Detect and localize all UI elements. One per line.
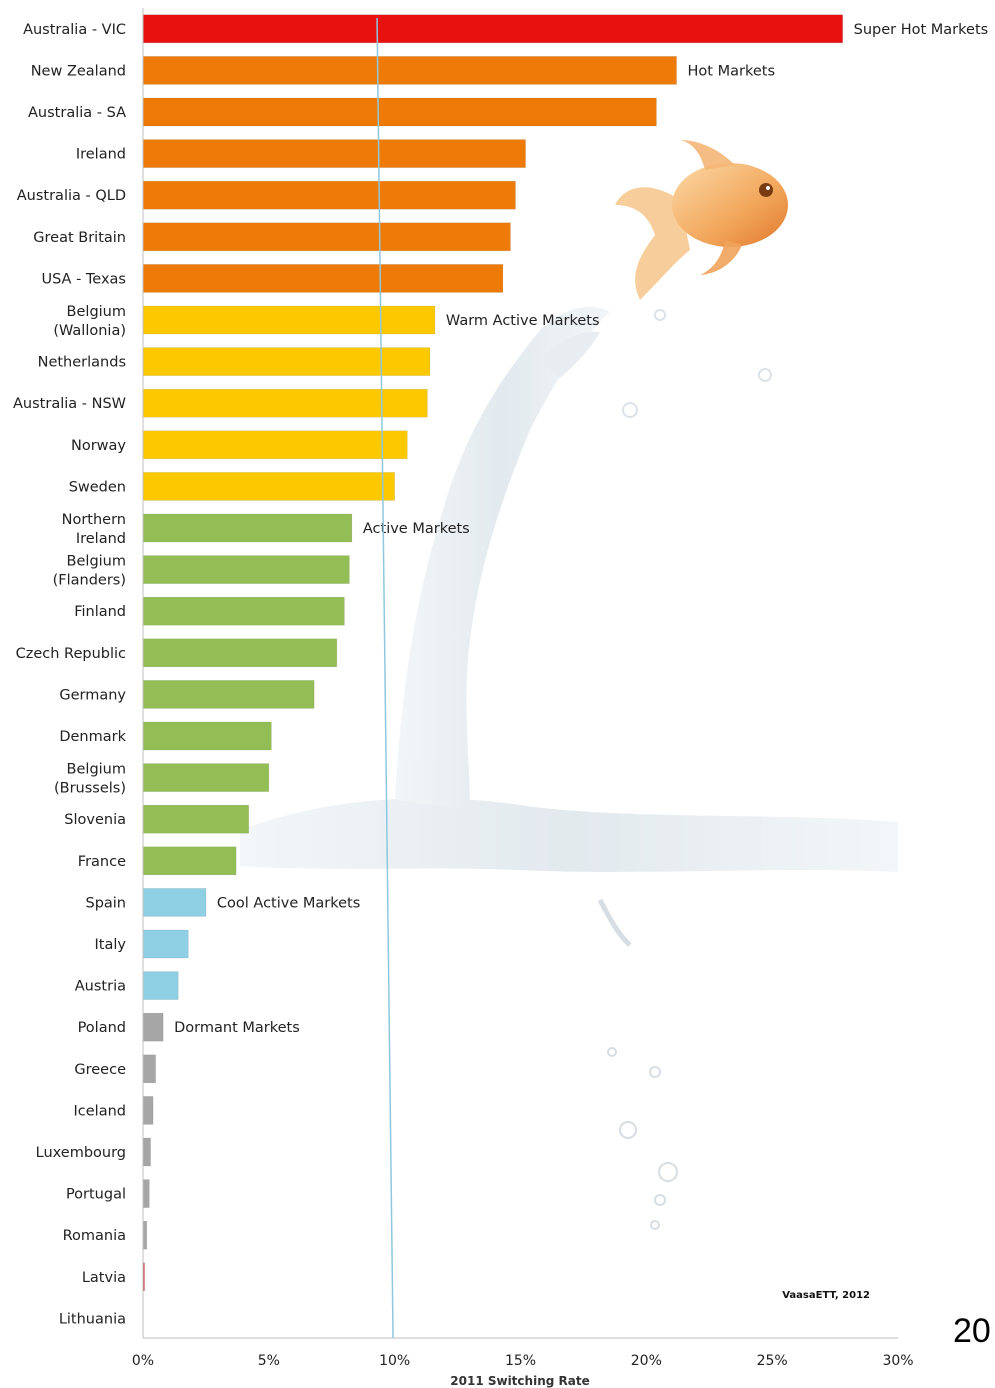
bar [142, 929, 189, 959]
category-label: Australia - NSW [13, 396, 126, 412]
bar [142, 596, 345, 626]
category-label: Finland [74, 604, 126, 620]
bar [142, 14, 843, 44]
bar [142, 264, 504, 293]
category-label: Iceland [74, 1103, 126, 1119]
x-tick-label: 30% [882, 1353, 913, 1369]
category-label: Germany [59, 687, 126, 703]
water-splash-illustration [240, 306, 898, 1230]
category-label: Czech Republic [16, 646, 126, 662]
bar [142, 430, 408, 460]
category-label: Lithuania [59, 1311, 126, 1327]
category-label: Belgium (Wallonia) [53, 304, 126, 339]
category-label: Spain [85, 895, 126, 911]
x-tick-label: 10% [379, 1353, 410, 1369]
x-tick-label: 5% [258, 1353, 280, 1369]
category-label: Ireland [76, 147, 126, 163]
bar [142, 139, 526, 168]
category-label: Luxembourg [36, 1145, 126, 1161]
bars-layer [142, 14, 843, 1292]
category-label: France [78, 854, 126, 870]
bar [142, 347, 431, 376]
bar [142, 763, 270, 792]
category-label: Belgium (Flanders) [53, 554, 126, 589]
category-label: Austria [75, 979, 126, 995]
x-tick-label: 25% [757, 1353, 788, 1369]
page-number: 20 [953, 1312, 991, 1350]
category-label: Portugal [66, 1187, 126, 1203]
reference-line [376, 17, 394, 1339]
category-label: Romania [63, 1228, 126, 1244]
bar [142, 1220, 148, 1250]
bar [142, 971, 179, 1000]
bar [142, 513, 353, 543]
category-label: Poland [78, 1020, 126, 1036]
annotation-layer: Super Hot Markets Hot Markets Warm Active … [174, 22, 988, 1036]
category-label: USA - Texas [41, 271, 126, 287]
category-label: Slovenia [64, 812, 126, 828]
bar [142, 1012, 164, 1042]
x-tick-label: 15% [505, 1353, 536, 1369]
bar [142, 97, 657, 127]
bar [142, 721, 272, 751]
x-tick-label: 0% [132, 1353, 154, 1369]
bar [142, 1054, 156, 1084]
bar [142, 555, 350, 584]
bar [142, 1179, 150, 1208]
category-labels-layer: Australia - VIC New Zealand Australia - SA… [13, 22, 127, 1328]
group-annotation: Cool Active Markets [217, 895, 360, 911]
bar [142, 222, 511, 252]
bar [142, 804, 249, 834]
category-label: New Zealand [31, 63, 126, 79]
bar [142, 56, 677, 85]
source-note: VaasaETT, 2012 [782, 1290, 870, 1301]
category-label: Northern Ireland [62, 512, 126, 547]
category-label: Denmark [59, 729, 126, 745]
group-annotation: Dormant Markets [174, 1020, 300, 1036]
bar [142, 305, 436, 335]
bar [142, 638, 338, 668]
x-ticks-layer: 0% 5% 10% 15% 20% 25% 30% [132, 1353, 914, 1369]
group-annotation: Warm Active Markets [446, 313, 600, 329]
bar [142, 388, 428, 418]
category-label: Greece [74, 1062, 126, 1078]
bar [142, 1096, 154, 1125]
x-tick-label: 20% [631, 1353, 662, 1369]
bar [142, 1137, 151, 1167]
bar [142, 472, 395, 501]
category-label: Sweden [69, 479, 126, 495]
goldfish-illustration [615, 140, 788, 300]
category-label: Belgium (Brussels) [54, 762, 126, 797]
category-label: Norway [71, 438, 126, 454]
category-label: Australia - SA [28, 105, 126, 121]
bar [142, 846, 237, 876]
category-label: Netherlands [38, 355, 126, 371]
category-label: Italy [95, 937, 127, 953]
bar [142, 888, 207, 917]
category-label: Australia - VIC [23, 22, 126, 38]
bar [142, 680, 315, 709]
category-label: Latvia [82, 1270, 126, 1286]
group-annotation: Hot Markets [688, 63, 775, 79]
group-annotation: Active Markets [363, 521, 470, 537]
group-annotation: Super Hot Markets [854, 22, 989, 38]
category-label: Great Britain [33, 230, 126, 246]
bar [142, 180, 516, 210]
x-axis-title: 2011 Switching Rate [450, 1374, 589, 1388]
category-label: Australia - QLD [17, 188, 126, 204]
